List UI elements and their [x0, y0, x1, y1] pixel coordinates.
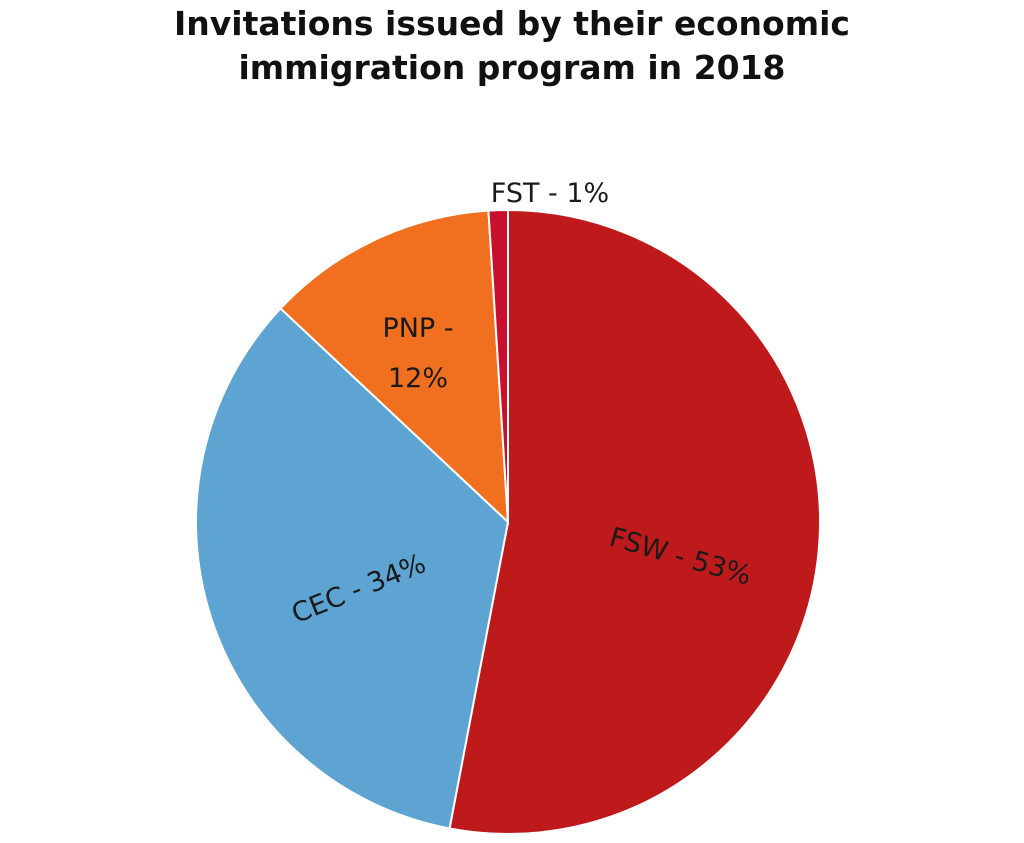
- pie-slice-cec: [195, 307, 510, 830]
- slice-label-fst: FST - 1%: [491, 178, 609, 209]
- pie-slice-fst: [487, 208, 509, 523]
- slice-label-pnp-line-1: PNP -: [382, 313, 453, 344]
- chart-title-line-1: Invitations issued by their economic: [174, 4, 850, 43]
- chart-title: Invitations issued by their economic imm…: [0, 2, 1024, 90]
- slice-label-pnp-line-2: 12%: [388, 363, 448, 394]
- pie-slices: [195, 208, 821, 835]
- pie-slice-pnp: [279, 209, 510, 525]
- chart-title-line-2: immigration program in 2018: [238, 48, 786, 87]
- pie-slice-fsw: [448, 208, 821, 835]
